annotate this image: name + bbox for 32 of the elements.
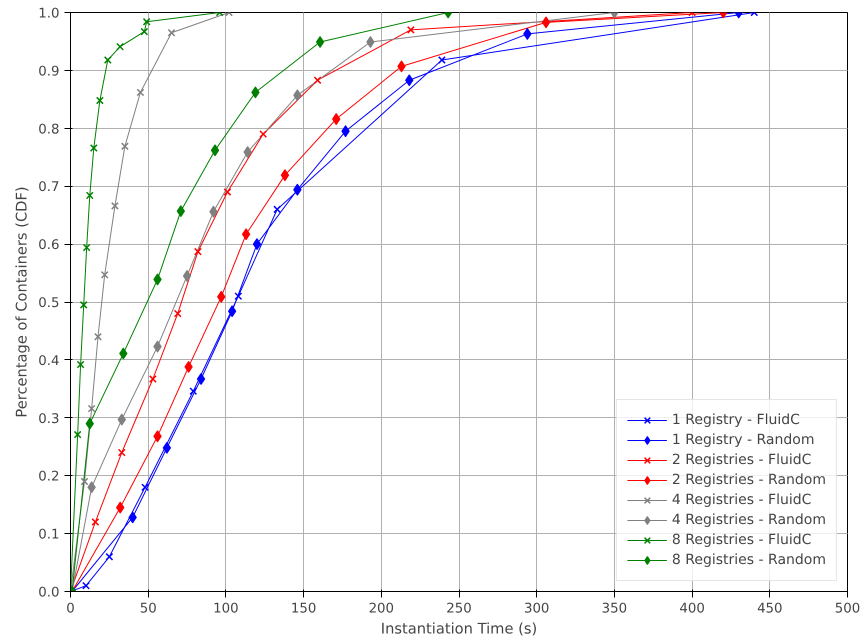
- x-tick-label: 500: [834, 602, 860, 616]
- x-axis-title: Instantiation Time (s): [380, 620, 538, 638]
- y-tick-label: 0.6: [38, 238, 60, 254]
- legend-label: 4 Registries - FluidC: [672, 491, 812, 509]
- y-axis-title: Percentage of Containers (CDF): [13, 186, 30, 418]
- y-tick-label: 1.0: [38, 6, 60, 22]
- x-tick-label: 250: [446, 602, 472, 616]
- y-tick-label: 0.3: [38, 412, 60, 427]
- legend-label: 1 Registry - FluidC: [672, 411, 800, 429]
- y-tick-label: 0.5: [38, 296, 60, 311]
- legend-label: 8 Registries - FluidC: [672, 531, 812, 549]
- x-tick-label: 100: [213, 602, 239, 616]
- y-tick-label: 0.0: [38, 586, 60, 600]
- x-tick-label: 350: [602, 602, 628, 616]
- legend-label: 2 Registries - FluidC: [672, 451, 812, 469]
- legend-label: 2 Registries - Random: [672, 471, 826, 489]
- x-tick-label: 0: [66, 602, 75, 616]
- legend-label: 1 Registry - Random: [672, 431, 814, 449]
- y-tick-label: 0.1: [38, 528, 60, 543]
- x-tick-label: 150: [290, 602, 316, 616]
- y-tick-label: 0.8: [38, 122, 60, 138]
- legend-label: 8 Registries - Random: [672, 551, 826, 569]
- x-tick-label: 300: [524, 602, 550, 616]
- x-tick-label: 450: [757, 602, 783, 616]
- y-tick-label: 0.2: [38, 470, 60, 485]
- y-tick-label: 0.7: [38, 180, 60, 196]
- x-tick-label: 50: [140, 602, 157, 616]
- y-tick-label: 0.4: [38, 354, 60, 369]
- x-tick-label: 200: [368, 602, 394, 616]
- y-tick-label: 0.9: [38, 64, 60, 80]
- legend-label: 4 Registries - Random: [672, 511, 826, 529]
- x-tick-label: 400: [679, 602, 705, 616]
